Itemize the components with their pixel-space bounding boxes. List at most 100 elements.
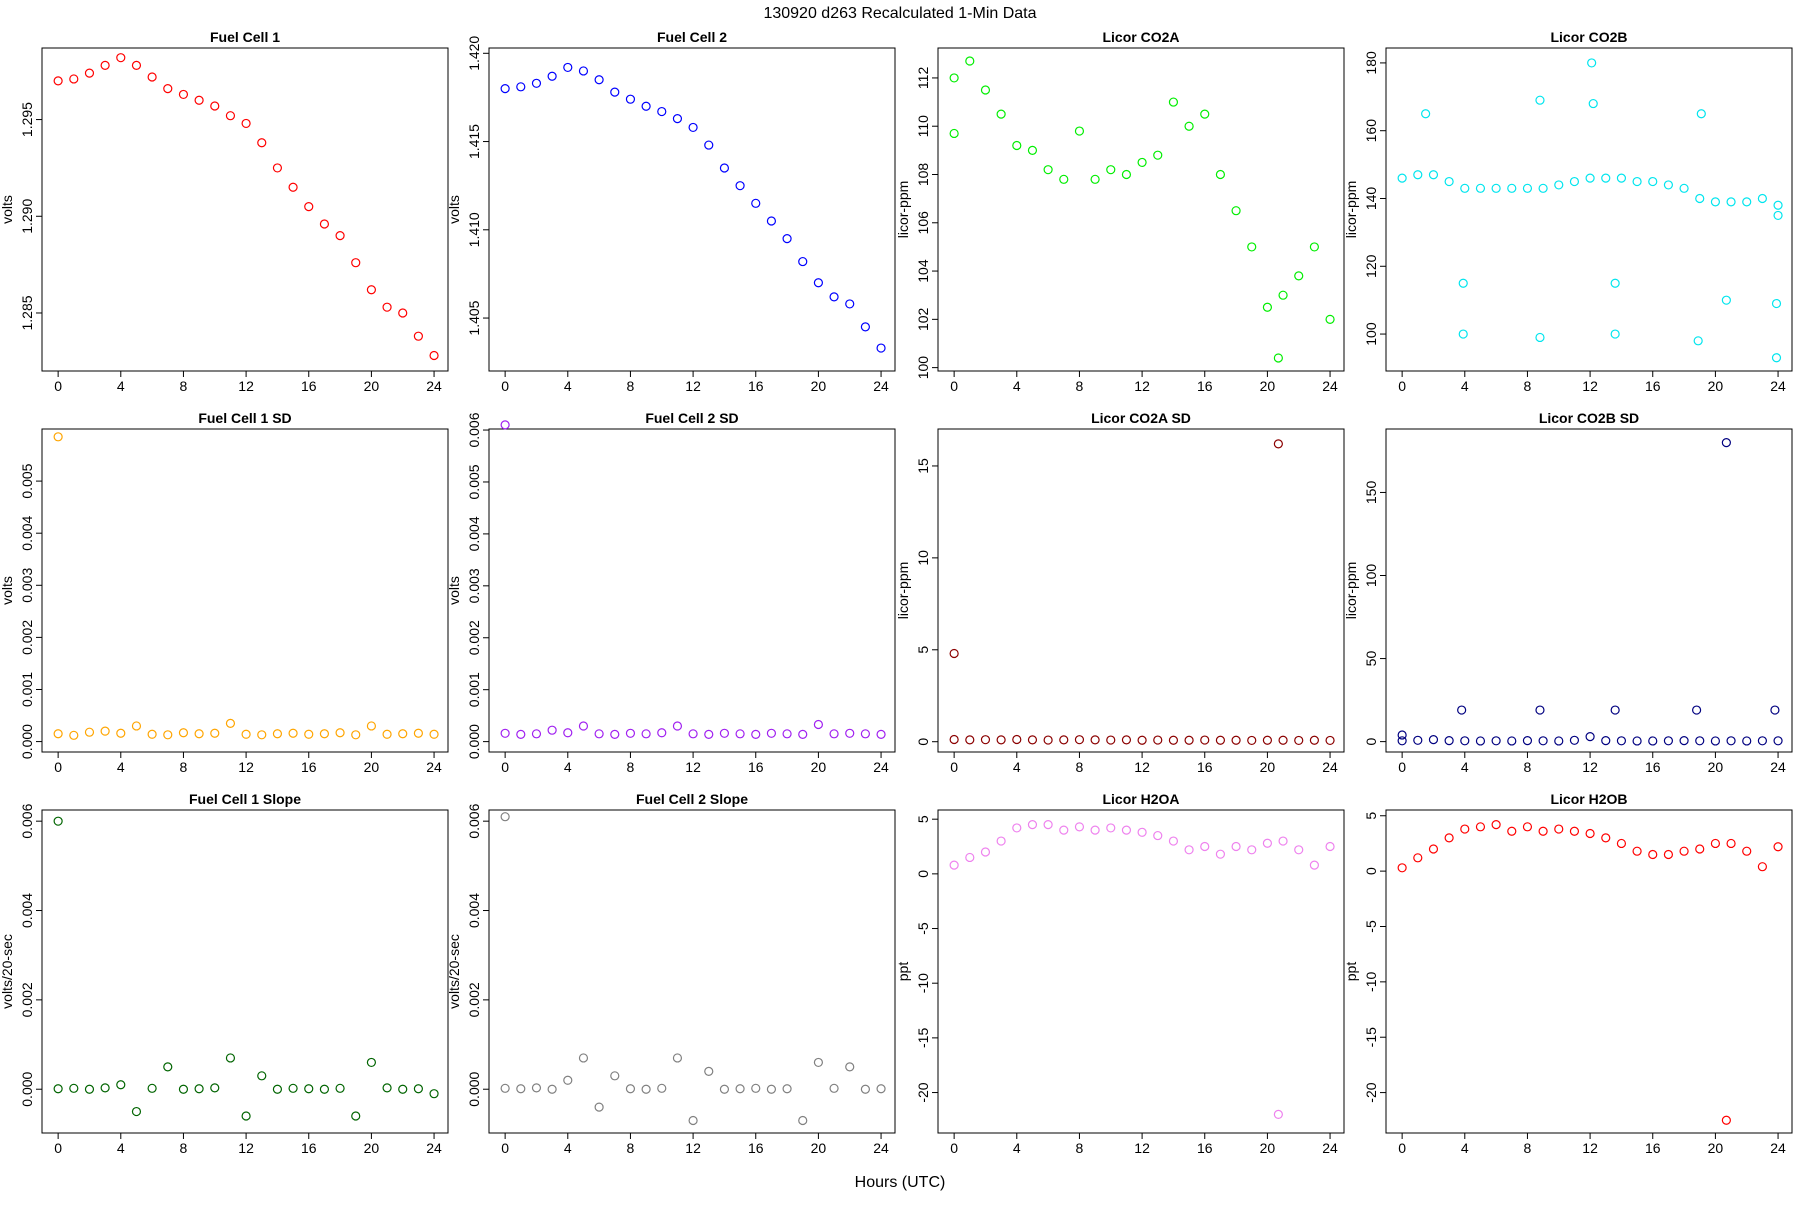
point: [366, 285, 377, 295]
plot-frame: [41, 47, 449, 372]
point: [735, 181, 745, 191]
x-tick-label: 4: [1461, 378, 1469, 394]
plot-frame: [488, 47, 896, 372]
y-tick-label: 0.001: [466, 672, 482, 707]
point: [1273, 353, 1283, 363]
point: [751, 198, 761, 208]
point: [813, 719, 824, 730]
panel-title: Licor H2OB: [1550, 791, 1627, 807]
point: [429, 729, 439, 739]
y-tick-label: -15: [915, 1028, 931, 1048]
point: [625, 94, 636, 104]
point: [1692, 705, 1702, 715]
point: [1200, 841, 1210, 852]
point: [1491, 183, 1501, 193]
x-tick-label: 16: [1645, 378, 1661, 394]
point: [53, 76, 63, 86]
x-tick-label: 20: [364, 1140, 380, 1156]
point: [1444, 176, 1454, 187]
point: [1554, 824, 1564, 834]
point: [1679, 736, 1689, 746]
x-tick-label: 24: [1770, 378, 1786, 394]
point: [1309, 735, 1319, 745]
y-axis-label: licor-ppm: [1343, 181, 1359, 239]
point: [996, 109, 1006, 119]
point: [1043, 165, 1053, 175]
x-tick-label: 4: [117, 759, 125, 775]
x-tick-label: 20: [364, 378, 380, 394]
y-tick-label: 0.005: [466, 464, 482, 499]
point: [657, 1083, 667, 1093]
point: [1770, 705, 1780, 715]
x-tick-label: 12: [1582, 378, 1598, 394]
point: [1475, 822, 1486, 832]
x-tick-label: 24: [1322, 1140, 1338, 1156]
point: [1012, 734, 1022, 745]
y-tick-label: 0.000: [466, 1071, 482, 1106]
point: [1616, 173, 1627, 183]
y-tick-label: 1.415: [466, 124, 482, 159]
point: [53, 432, 63, 442]
x-tick-label: 8: [1524, 759, 1532, 775]
x-tick-label: 12: [238, 378, 254, 394]
y-tick-label: 0.000: [19, 724, 35, 759]
point: [1043, 820, 1053, 830]
point: [366, 721, 377, 731]
x-tick-label: 4: [564, 378, 572, 394]
point: [860, 1084, 870, 1094]
x-tick-label: 12: [1582, 759, 1598, 775]
point: [641, 1084, 651, 1094]
point: [163, 1062, 173, 1072]
point: [1757, 193, 1767, 204]
point: [319, 219, 330, 229]
point: [1726, 197, 1736, 207]
point: [1137, 827, 1147, 837]
y-tick-label: 0.006: [19, 803, 35, 838]
y-tick-label: 0.003: [19, 568, 35, 603]
x-tick-label: 4: [564, 1140, 572, 1156]
point: [272, 1084, 283, 1094]
point: [1460, 736, 1470, 746]
point: [1616, 736, 1627, 746]
point: [610, 87, 620, 97]
figure-title: 130920 d263 Recalculated 1-Min Data: [763, 5, 1036, 22]
point: [578, 721, 589, 731]
point: [1106, 165, 1116, 175]
y-tick-label: 140: [1363, 187, 1379, 211]
point: [1610, 705, 1620, 715]
point: [965, 56, 975, 66]
point: [845, 299, 855, 309]
point: [100, 1083, 110, 1093]
point: [672, 114, 683, 124]
point: [1168, 836, 1179, 846]
point: [1569, 176, 1580, 187]
point: [241, 1111, 251, 1121]
point: [1421, 109, 1431, 119]
point: [735, 1084, 745, 1094]
point: [1585, 828, 1595, 839]
x-tick-label: 20: [1260, 378, 1276, 394]
point: [980, 847, 991, 857]
point: [672, 721, 683, 731]
point: [516, 82, 526, 92]
point: [1460, 824, 1470, 834]
point: [1648, 176, 1658, 187]
x-tick-label: 8: [1524, 378, 1532, 394]
point: [625, 728, 636, 738]
y-tick-label: 112: [915, 67, 931, 90]
point: [1773, 200, 1783, 210]
point: [429, 350, 439, 361]
y-tick-label: 0.000: [466, 724, 482, 759]
point: [798, 729, 808, 739]
point: [178, 728, 189, 738]
point: [1538, 736, 1548, 746]
y-tick-label: 100: [915, 356, 931, 380]
point: [1294, 735, 1304, 746]
point: [798, 1115, 808, 1126]
x-tick-label: 16: [748, 1140, 764, 1156]
y-tick-label: 0: [1363, 867, 1379, 875]
y-tick-label: 0.000: [19, 1071, 35, 1106]
point: [1693, 336, 1703, 346]
point: [1491, 736, 1501, 746]
point: [1090, 735, 1100, 745]
